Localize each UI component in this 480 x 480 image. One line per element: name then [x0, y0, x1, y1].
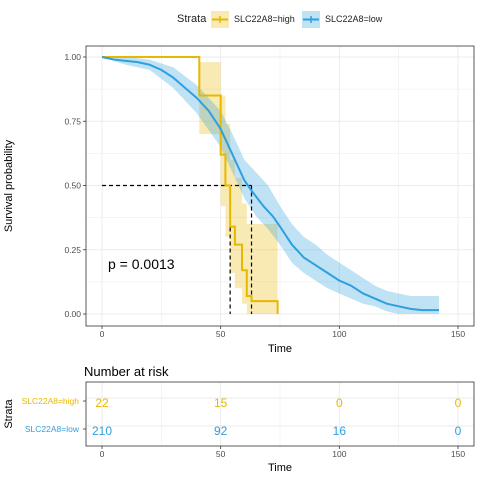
survival-curves: [101, 56, 440, 314]
risk-table-cell: 0: [455, 396, 462, 410]
risk-table-row-label: SLC22A8=low: [25, 424, 80, 434]
risk-table-cell: 0: [455, 424, 462, 438]
risk-table-cell: 210: [92, 424, 112, 438]
x-tick-label: 100: [332, 329, 346, 339]
x-tick-label: 150: [451, 449, 465, 459]
y-tick-label: 0.00: [64, 309, 81, 319]
x-axis-ticks: 0 50 100 150: [100, 326, 465, 339]
y-tick-label: 0.75: [64, 116, 81, 126]
legend-title: Strata: [177, 13, 207, 25]
legend-item-low: SLC22A8=low: [302, 11, 383, 28]
y-tick-label: 0.25: [64, 245, 81, 255]
y-tick-label: 1.00: [64, 52, 81, 62]
x-tick-label: 0: [100, 449, 105, 459]
legend-label-high: SLC22A8=high: [234, 14, 295, 24]
risk-table-cell: 0: [336, 396, 343, 410]
x-tick-label: 150: [451, 329, 465, 339]
y-axis-ticks: 0.00 0.25 0.50 0.75 1.00: [64, 52, 86, 319]
legend-label-low: SLC22A8=low: [325, 14, 383, 24]
confidence-band-high: [102, 57, 278, 314]
risk-table-row-labels: SLC22A8=high SLC22A8=low: [22, 396, 86, 434]
x-tick-label: 50: [216, 329, 226, 339]
survival-curve-low: [101, 56, 440, 312]
risk-table-grid: [86, 382, 474, 446]
risk-table-cell: 15: [214, 396, 228, 410]
legend: Strata SLC22A8=high SLC22A8=low: [177, 11, 383, 28]
risk-table-row-label: SLC22A8=high: [22, 396, 80, 406]
y-axis-label: Survival probability: [3, 139, 15, 232]
risk-table-title: Number at risk: [84, 364, 169, 379]
survival-plot: 0.00 0.25 0.50 0.75 1.00 0 50 100 150 Time Surv…: [3, 45, 475, 355]
risk-table-cell: 92: [214, 424, 228, 438]
survival-curve-high: [102, 56, 279, 314]
risk-table-x-label: Time: [268, 462, 292, 474]
risk-table-border: [85, 381, 475, 447]
x-tick-label: 50: [216, 449, 226, 459]
risk-table-x-ticks: 0 50 100 150: [100, 446, 465, 459]
risk-table-cells: 22 15 0 0 210 92 16 0: [92, 396, 462, 438]
plot-border: [85, 45, 475, 327]
x-axis-label: Time: [268, 343, 292, 355]
risk-table-cell: 16: [333, 424, 347, 438]
x-tick-label: 0: [100, 329, 105, 339]
y-tick-label: 0.50: [64, 181, 81, 191]
confidence-bands: [102, 57, 440, 314]
legend-item-high: SLC22A8=high: [211, 11, 295, 28]
risk-table-cell: 22: [95, 396, 109, 410]
risk-table-y-label: Strata: [3, 398, 15, 428]
plot-grid: [86, 46, 474, 326]
x-tick-label: 100: [332, 449, 346, 459]
pvalue-annotation: p = 0.0013: [108, 256, 175, 272]
